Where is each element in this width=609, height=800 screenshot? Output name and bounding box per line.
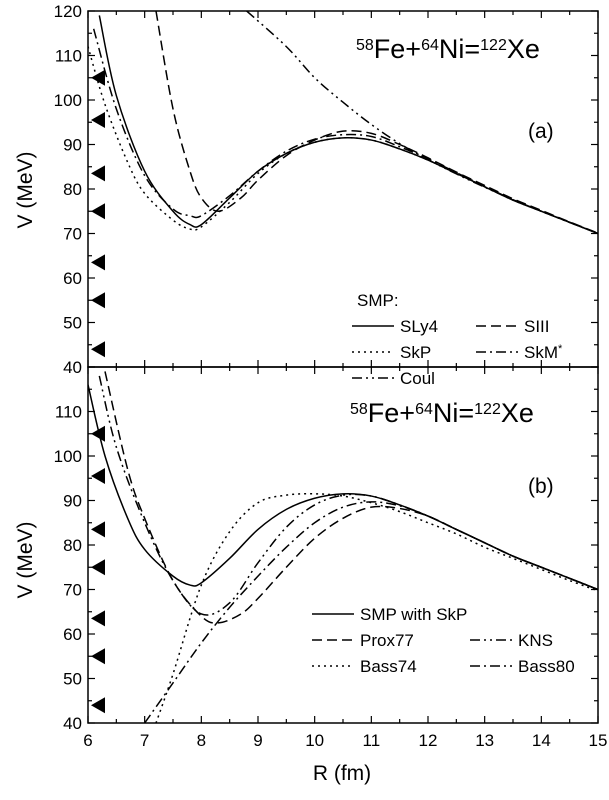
panel-b-ylabel: V (MeV) bbox=[14, 521, 37, 598]
y-tick-label: 90 bbox=[63, 492, 82, 511]
x-tick-label: 6 bbox=[83, 731, 92, 750]
y-tick-label: 90 bbox=[63, 136, 82, 155]
barrier-marker bbox=[91, 468, 105, 485]
panel-b-title-part-2: Ni= bbox=[433, 398, 474, 428]
x-tick-label: 9 bbox=[253, 731, 262, 750]
panel-b-legend: SMP with SkP Prox77 KNS Bass74 Bass80 bbox=[312, 605, 575, 676]
legend-label-siii: SIII bbox=[524, 317, 550, 336]
x-tick-label: 11 bbox=[363, 731, 381, 750]
panel-a-title-part-2: Ni= bbox=[439, 34, 480, 64]
barrier-marker bbox=[91, 648, 105, 665]
barrier-marker bbox=[91, 697, 105, 714]
legend-label-bass80: Bass80 bbox=[518, 657, 575, 676]
x-tick-label: 14 bbox=[532, 731, 551, 750]
panel-b-label: (b) bbox=[528, 475, 554, 498]
series-line-siii bbox=[155, 11, 598, 234]
panel-b-title-mass-1: 58 bbox=[350, 401, 368, 418]
x-tick-label: 15 bbox=[589, 731, 608, 750]
panel-a-title-part-1: Fe+ bbox=[374, 34, 421, 64]
legend-label-prox77: Prox77 bbox=[360, 631, 414, 650]
panel-a-title-mass-2: 64 bbox=[421, 37, 439, 54]
legend-superscript: * bbox=[558, 343, 563, 355]
panel-b-frame bbox=[87, 366, 599, 724]
y-tick-label: 110 bbox=[55, 47, 82, 66]
x-axis-label: R (fm) bbox=[313, 762, 371, 785]
panel-a-ticks: 40 50 60 70 80 90 100 110 120 bbox=[54, 2, 599, 377]
x-tick-label: 10 bbox=[305, 731, 324, 750]
panel-b-title-part-3: Xe bbox=[501, 398, 534, 428]
x-tick-label: 8 bbox=[197, 731, 206, 750]
barrier-marker bbox=[91, 203, 105, 220]
barrier-marker bbox=[91, 521, 105, 538]
panel-a-title-mass-1: 58 bbox=[356, 37, 374, 54]
series-line-skp bbox=[88, 46, 598, 235]
series-line-coul bbox=[246, 11, 598, 235]
y-tick-label: 60 bbox=[63, 625, 82, 644]
panel-a: 40 50 60 70 80 90 100 110 120 58Fe+64Ni=122Xe (a… bbox=[14, 2, 599, 388]
x-tick-label: 13 bbox=[475, 731, 494, 750]
panel-b-title: 58Fe+64Ni=122Xe bbox=[350, 398, 534, 428]
y-tick-label: 40 bbox=[63, 358, 82, 377]
y-tick-label: 120 bbox=[54, 2, 82, 21]
panel-b-series bbox=[88, 371, 598, 723]
series-line-skm bbox=[92, 28, 598, 235]
legend-label-sly4: SLy4 bbox=[400, 317, 438, 336]
panel-b-markers bbox=[91, 425, 105, 714]
legend-a-title: SMP: bbox=[357, 291, 399, 310]
barrier-marker bbox=[91, 559, 105, 576]
series-line-bass80 bbox=[144, 501, 598, 723]
panel-b-title-mass-3: 122 bbox=[474, 401, 501, 418]
barrier-marker bbox=[91, 254, 105, 271]
panel-b-title-mass-2: 64 bbox=[415, 401, 433, 418]
barrier-marker bbox=[91, 425, 105, 442]
barrier-marker bbox=[91, 341, 105, 358]
x-tick-label: 12 bbox=[419, 731, 438, 750]
series-line-kns bbox=[98, 375, 598, 616]
series-line-bass74 bbox=[155, 493, 598, 723]
legend-label-kns: KNS bbox=[518, 631, 553, 650]
panel-b: 40 50 60 70 80 90 100 110 6 7 8 9 10 11 12 13 14 15 58Fe+… bbox=[14, 366, 608, 750]
barrier-marker bbox=[91, 69, 105, 86]
y-tick-label: 60 bbox=[63, 269, 82, 288]
barrier-marker bbox=[91, 292, 105, 309]
panel-a-series bbox=[88, 11, 598, 235]
series-line-sly4 bbox=[98, 15, 598, 235]
y-tick-label: 100 bbox=[54, 447, 82, 466]
y-tick-label: 80 bbox=[63, 180, 82, 199]
x-tick-label: 7 bbox=[140, 731, 149, 750]
barrier-marker bbox=[91, 112, 105, 129]
legend-label-coul: Coul bbox=[400, 369, 435, 388]
barrier-marker bbox=[91, 610, 105, 627]
legend-label-smp-with-skp: SMP with SkP bbox=[360, 605, 467, 624]
y-tick-label: 50 bbox=[63, 314, 82, 333]
panel-a-markers bbox=[91, 69, 105, 358]
y-tick-label: 100 bbox=[54, 91, 82, 110]
legend-label-skm: SkM* bbox=[524, 343, 563, 362]
legend-label-skp: SkP bbox=[400, 343, 431, 362]
panel-a-label: (a) bbox=[528, 120, 554, 143]
panel-a-title-mass-3: 122 bbox=[480, 37, 507, 54]
y-tick-label: 40 bbox=[63, 714, 82, 733]
panel-b-title-part-1: Fe+ bbox=[368, 398, 415, 428]
barrier-marker bbox=[91, 165, 105, 182]
y-tick-label: 50 bbox=[63, 670, 82, 689]
y-tick-label: 80 bbox=[63, 536, 82, 555]
y-tick-label: 70 bbox=[63, 581, 82, 600]
legend-label-bass74: Bass74 bbox=[360, 657, 417, 676]
panel-a-legend: SMP: SLy4 SIII SkP SkM* Coul bbox=[352, 291, 563, 388]
panel-a-title: 58Fe+64Ni=122Xe bbox=[356, 34, 540, 64]
panel-a-ylabel: V (MeV) bbox=[14, 151, 37, 228]
panel-a-title-part-3: Xe bbox=[507, 34, 540, 64]
y-tick-label: 70 bbox=[63, 225, 82, 244]
y-tick-label: 110 bbox=[55, 403, 82, 422]
